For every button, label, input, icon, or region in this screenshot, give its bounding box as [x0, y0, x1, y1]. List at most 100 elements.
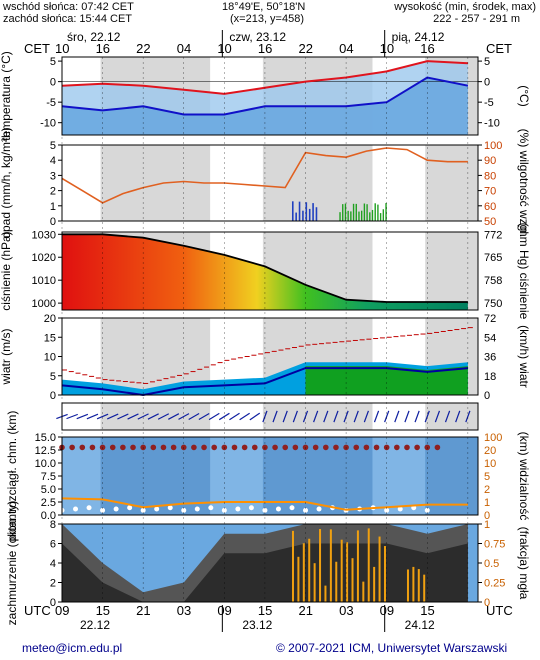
wind-arrow	[373, 410, 380, 423]
cloud-top-dot	[170, 444, 177, 451]
fog-bar	[383, 546, 386, 602]
night-band	[425, 403, 478, 430]
cloud-top-dot	[353, 444, 360, 451]
precip-bar	[369, 212, 371, 221]
panel-border	[61, 317, 479, 396]
night-band	[425, 145, 478, 221]
precip-bar	[360, 210, 363, 221]
wind-arrow	[66, 413, 78, 420]
footer-copyright: © 2007-2021 ICM, Uniwersytet Warszawski	[276, 641, 508, 655]
wind-arrow	[444, 410, 451, 423]
bottom-date-label: 23.12	[242, 618, 272, 632]
cloud-base-dot	[127, 505, 133, 511]
y-tick-right: 1	[484, 497, 490, 509]
cloud-top-dot	[282, 444, 289, 451]
cloud-top-dot	[414, 444, 420, 451]
top-zone-right: CET	[486, 41, 512, 56]
y-tick-left: 5.0	[41, 484, 56, 496]
y-tick-left: 2	[50, 578, 56, 590]
fog-bar	[378, 536, 381, 602]
fog-bar	[346, 542, 349, 602]
cloud-top-dot	[201, 444, 207, 451]
y-tick-right: 0	[484, 77, 490, 89]
y-tick-left: 0	[50, 597, 56, 609]
bottom-hour-label: 03	[339, 603, 353, 618]
cloud-base-dot	[113, 506, 119, 512]
cloud-top-dot	[130, 444, 136, 451]
y-tick-right: 0	[484, 510, 490, 522]
precip-bar	[308, 208, 311, 221]
precip-bar	[305, 202, 308, 221]
wind-arrow	[292, 410, 298, 423]
precip-bar	[366, 204, 368, 221]
night-band	[425, 232, 478, 310]
y-tick-left: 0	[50, 77, 56, 89]
wind-arrow	[333, 410, 339, 423]
precip-bar	[295, 212, 297, 221]
ylabel-cloud-cover: zachmurzenie (oktanty)	[5, 501, 19, 626]
cloud-top-dot	[69, 444, 75, 451]
cloud-base-dot	[384, 507, 390, 513]
night-band	[262, 403, 373, 430]
y-tick-left: 1	[50, 201, 56, 213]
bottom-hour-label: 15	[258, 603, 272, 618]
cloud-base-dot	[316, 506, 322, 512]
night-band	[100, 145, 211, 221]
footer-email[interactable]: meteo@icm.edu.pl	[22, 641, 123, 655]
wind-arrow	[218, 412, 230, 421]
precip-bar	[298, 201, 301, 221]
y-tick-right: 0	[484, 390, 490, 402]
cloud-top-dot	[241, 444, 248, 451]
bottom-zone-right: UTC	[486, 603, 513, 618]
fog-bar	[319, 529, 322, 602]
cloud-base-dot	[73, 506, 79, 512]
y-tick-left: 12.5	[35, 445, 56, 457]
cloud-base-dot	[100, 507, 106, 513]
humidity-line	[61, 147, 468, 204]
day-label: czw, 23.12	[229, 30, 286, 44]
ylabel-fog: (frakcja) mgła	[517, 527, 531, 600]
fog-bar	[324, 585, 327, 602]
cloud-top-dot	[109, 444, 116, 451]
y-tick-right: 18	[484, 371, 496, 383]
wind-arrow	[76, 413, 89, 420]
ylabel-pressure: ciśnienie (hPa)	[0, 231, 13, 310]
fog-bar	[373, 566, 376, 602]
y-tick-right: 50	[484, 216, 496, 228]
y-tick-left: -10	[40, 118, 56, 130]
y-tick-left: 5	[50, 140, 56, 152]
bottom-hour-label: 15	[420, 603, 434, 618]
y-tick-right: 0.75	[484, 539, 505, 551]
coordinates-text: 18°49'E, 50°18'N	[222, 1, 306, 13]
y-tick-left: 10.0	[35, 458, 56, 470]
top-hour-label: 10	[217, 41, 231, 56]
fog-bar	[340, 539, 343, 602]
day-label: pią, 24.12	[392, 30, 445, 44]
top-hour-label: 16	[258, 41, 272, 56]
cloud-base-dot	[275, 506, 281, 512]
y-tick-right: 0	[484, 597, 490, 609]
cloud-top-dot	[251, 444, 258, 451]
wind-arrow	[404, 410, 410, 423]
bottom-date-label: 24.12	[405, 618, 435, 632]
day-label: śro, 22.12	[67, 30, 121, 44]
wind-arrow	[86, 413, 99, 420]
y-tick-right: -5	[484, 97, 494, 109]
y-tick-left: 1030	[32, 229, 56, 241]
cloud-base-dot	[194, 506, 200, 512]
wind-arrow	[353, 410, 359, 423]
y-tick-right: 1	[484, 519, 490, 531]
precip-bar	[312, 203, 314, 221]
precip-bar	[352, 203, 355, 221]
y-tick-right: 772	[484, 229, 502, 241]
y-tick-right: 100	[484, 432, 502, 444]
y-tick-right: 72	[484, 313, 496, 325]
cloud-base-dot	[167, 505, 173, 511]
fog-bar	[291, 530, 294, 602]
y-tick-right: -10	[484, 118, 500, 130]
cloud-top-dot	[363, 444, 370, 451]
ylabel-wind: wiatr (m/s)	[0, 329, 13, 386]
wind-arrow	[414, 410, 420, 423]
wind-arrow	[96, 413, 109, 420]
y-tick-left: 2.5	[41, 497, 56, 509]
